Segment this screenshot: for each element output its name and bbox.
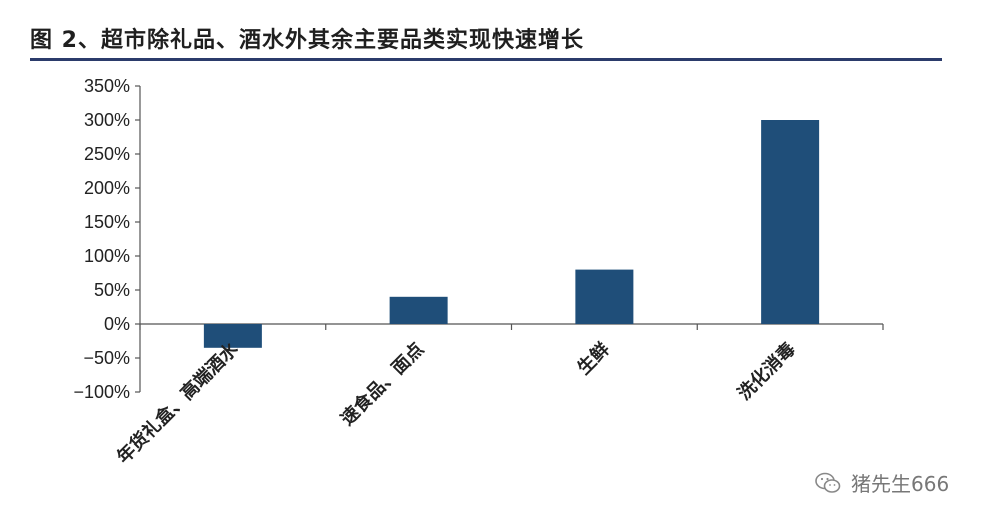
y-tick-label: 100% [84, 246, 130, 266]
y-tick-label: 0% [104, 314, 130, 334]
bar [389, 296, 448, 324]
y-tick-labels: −100% −50% 0% 50% 100% 150% 200% 250% 300% 350% [73, 76, 130, 402]
category-labels: 年货礼盒、高端酒水 速食品、面点 生鲜 洗化消毒 [112, 337, 799, 468]
y-tick-label: 250% [84, 144, 130, 164]
category-label: 年货礼盒、高端酒水 [112, 337, 243, 468]
category-label: 生鲜 [573, 338, 614, 379]
bar [203, 324, 262, 348]
bar [761, 120, 820, 324]
watermark: 猪先生666 [815, 468, 949, 497]
y-tick-label: −50% [83, 348, 130, 368]
axes [135, 85, 884, 393]
y-tick-label: −100% [73, 382, 130, 402]
y-tick-label: 300% [84, 110, 130, 130]
watermark-text: 猪先生666 [851, 472, 950, 496]
wechat-icon [815, 472, 841, 493]
category-label: 洗化消毒 [733, 338, 799, 404]
y-tick-label: 50% [94, 280, 130, 300]
bars [203, 120, 820, 348]
y-tick-label: 350% [84, 76, 130, 96]
chart-title: 图 2、超市除礼品、酒水外其余主要品类实现快速增长 [30, 28, 584, 53]
y-tick-label: 200% [84, 178, 130, 198]
title-divider [30, 58, 942, 61]
category-label: 速食品、面点 [336, 338, 428, 430]
bar [575, 269, 634, 324]
y-tick-label: 150% [84, 212, 130, 232]
